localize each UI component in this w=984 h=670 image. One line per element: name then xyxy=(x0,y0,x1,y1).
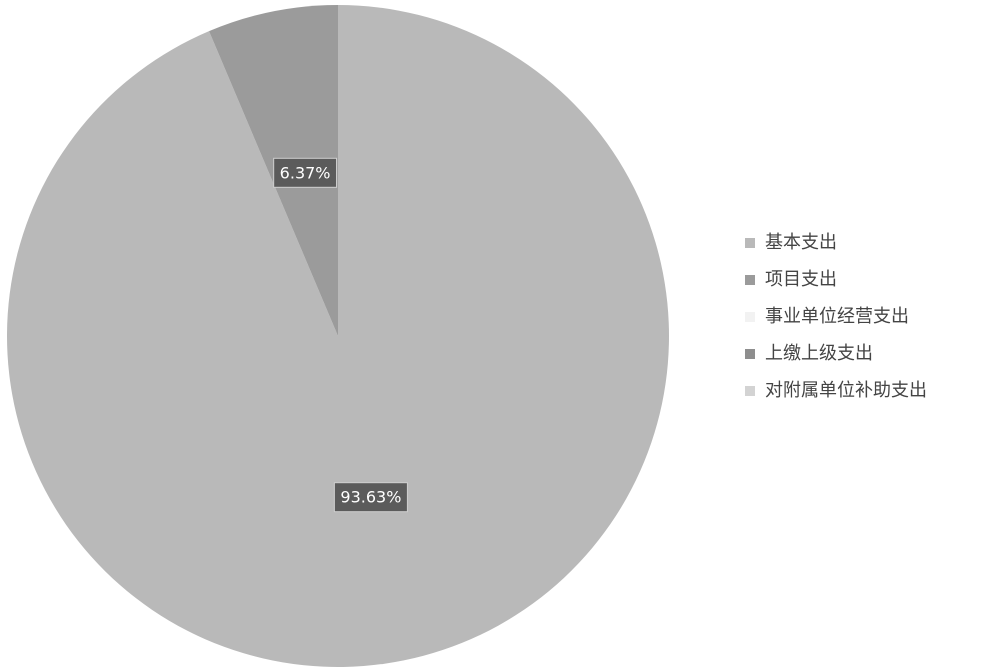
value-label-box xyxy=(273,157,338,188)
legend-text: 项目支出 xyxy=(765,269,837,290)
legend-swatch xyxy=(745,349,755,359)
legend-swatch xyxy=(745,238,755,248)
value-label-group: 93.63% xyxy=(333,482,408,513)
value-label: 93.63% xyxy=(340,488,401,507)
legend-text: 对附属单位补助支出 xyxy=(765,380,927,401)
legend-swatch xyxy=(745,275,755,285)
value-label: 6.37% xyxy=(280,163,331,182)
legend-text: 基本支出 xyxy=(765,232,837,253)
value-label-group: 6.37% xyxy=(273,157,338,188)
value-label-box xyxy=(333,482,408,513)
legend-swatch xyxy=(745,386,755,396)
legend-swatch xyxy=(745,312,755,322)
legend-text: 上缴上级支出 xyxy=(765,343,873,364)
legend-text: 事业单位经营支出 xyxy=(765,306,909,327)
